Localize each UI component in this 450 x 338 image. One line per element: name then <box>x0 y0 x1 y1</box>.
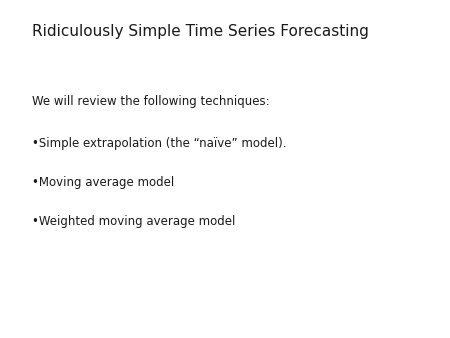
Text: Ridiculously Simple Time Series Forecasting: Ridiculously Simple Time Series Forecast… <box>32 24 369 39</box>
Text: We will review the following techniques:: We will review the following techniques: <box>32 95 269 107</box>
Text: •Weighted moving average model: •Weighted moving average model <box>32 215 235 227</box>
Text: •Moving average model: •Moving average model <box>32 176 174 189</box>
Text: •Simple extrapolation (the “naïve” model).: •Simple extrapolation (the “naïve” model… <box>32 137 286 150</box>
